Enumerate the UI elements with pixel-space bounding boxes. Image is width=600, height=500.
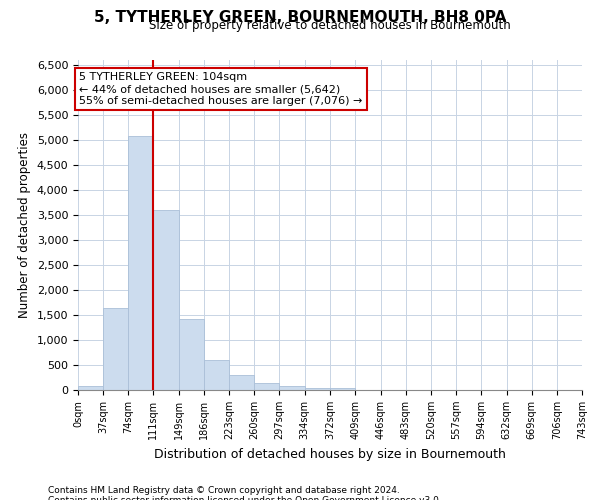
- Bar: [103, 308, 128, 390]
- Bar: [254, 382, 280, 390]
- Text: Contains HM Land Registry data © Crown copyright and database right 2024.: Contains HM Land Registry data © Crown c…: [48, 486, 400, 495]
- Text: 5, TYTHERLEY GREEN, BOURNEMOUTH, BH8 0PA: 5, TYTHERLEY GREEN, BOURNEMOUTH, BH8 0PA: [94, 10, 506, 25]
- Y-axis label: Number of detached properties: Number of detached properties: [18, 132, 31, 318]
- Bar: [179, 319, 204, 390]
- Text: 5 TYTHERLEY GREEN: 104sqm
← 44% of detached houses are smaller (5,642)
55% of se: 5 TYTHERLEY GREEN: 104sqm ← 44% of detac…: [79, 72, 363, 106]
- Bar: [229, 375, 254, 390]
- Bar: [280, 386, 305, 390]
- X-axis label: Distribution of detached houses by size in Bournemouth: Distribution of detached houses by size …: [154, 448, 506, 460]
- Bar: [153, 210, 179, 390]
- Title: Size of property relative to detached houses in Bournemouth: Size of property relative to detached ho…: [149, 20, 511, 32]
- Bar: [128, 136, 153, 390]
- Bar: [204, 360, 229, 390]
- Bar: [78, 386, 103, 390]
- Bar: [305, 388, 331, 390]
- Text: Contains public sector information licensed under the Open Government Licence v3: Contains public sector information licen…: [48, 496, 442, 500]
- Bar: [331, 388, 355, 390]
